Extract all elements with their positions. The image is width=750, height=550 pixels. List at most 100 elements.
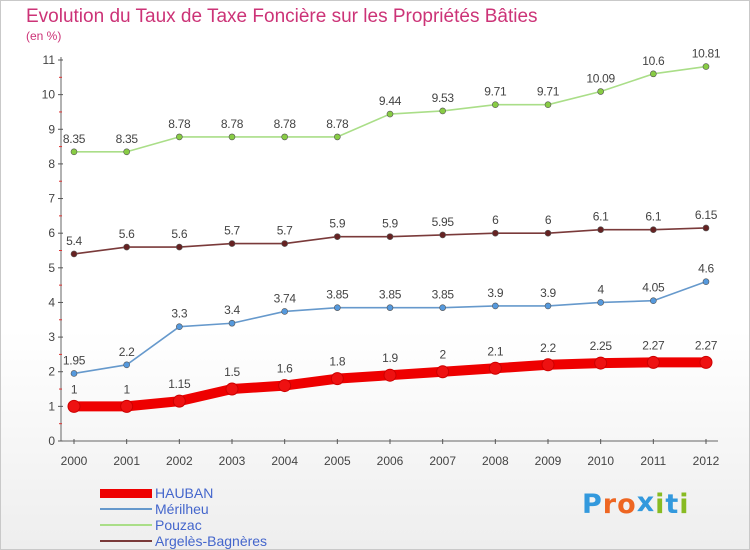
data-label: 4.05 xyxy=(642,281,665,295)
data-point xyxy=(281,240,288,247)
data-point xyxy=(650,226,657,234)
data-label: 3.74 xyxy=(274,291,297,305)
data-label: 5.95 xyxy=(432,215,455,229)
legend-swatch xyxy=(100,540,152,542)
data-label: 10.81 xyxy=(692,47,721,61)
data-point xyxy=(439,304,446,311)
data-point xyxy=(228,319,236,327)
data-label: 5.4 xyxy=(66,234,82,248)
data-label: 5.9 xyxy=(329,217,345,231)
data-label: 5.6 xyxy=(119,227,135,241)
data-label: 8.78 xyxy=(274,117,297,131)
x-tick-label: 2009 xyxy=(535,454,562,468)
data-point xyxy=(439,107,446,115)
legend-swatch xyxy=(100,489,152,498)
data-point xyxy=(123,148,130,156)
data-label: 10.09 xyxy=(586,72,615,86)
data-label: 2.1 xyxy=(487,344,503,358)
legend-label: Mérilheu xyxy=(155,501,209,517)
series-pouzac: 8.35 8.35 8.78 8.78 8.78 8.78 9.44 9.53 9.71 9.71… xyxy=(63,47,721,156)
y-tick-label: 10 xyxy=(42,88,56,102)
data-label: 1 xyxy=(71,382,78,396)
legend-swatch xyxy=(100,524,152,526)
data-point xyxy=(228,133,236,141)
x-tick-label: 2003 xyxy=(219,454,246,468)
data-label: 1.15 xyxy=(168,377,191,391)
x-tick-label: 2007 xyxy=(429,454,456,468)
chart-title: Evolution du Taux de Taxe Foncière sur l… xyxy=(26,6,538,27)
logo-letter: i xyxy=(655,489,666,520)
data-point xyxy=(281,308,288,315)
data-label: 2.2 xyxy=(540,341,556,355)
data-label: 3.85 xyxy=(379,288,402,302)
data-label: 4 xyxy=(597,282,604,296)
data-point xyxy=(646,355,660,369)
data-point xyxy=(439,231,446,239)
data-label: 5.6 xyxy=(171,227,187,241)
data-point xyxy=(597,226,604,234)
logo-letter: t xyxy=(665,489,680,520)
logo-letter: i xyxy=(679,489,690,520)
data-point xyxy=(436,365,450,379)
data-point xyxy=(597,88,604,95)
data-label: 4.6 xyxy=(698,262,714,276)
data-point xyxy=(544,101,552,108)
data-label: 6 xyxy=(545,213,552,227)
data-label: 8.35 xyxy=(116,132,139,146)
x-tick-label: 2006 xyxy=(377,454,404,468)
data-point xyxy=(386,304,394,311)
data-label: 1.5 xyxy=(224,365,240,379)
data-point xyxy=(544,229,552,237)
y-tick-label: 7 xyxy=(48,192,55,206)
data-point xyxy=(176,133,183,141)
data-label: 5.7 xyxy=(277,224,293,238)
proxiti-logo: Proxiti xyxy=(582,487,690,520)
data-label: 2.27 xyxy=(695,338,718,352)
x-tick-label: 2008 xyxy=(482,454,509,468)
data-point xyxy=(650,70,657,78)
data-point xyxy=(702,63,710,70)
data-label: 8.78 xyxy=(168,117,191,131)
data-point xyxy=(544,302,552,310)
x-tick-label: 2011 xyxy=(640,454,666,468)
x-tick-label: 2004 xyxy=(271,454,298,468)
data-point xyxy=(492,229,499,237)
series-m-rilheu: 1.95 2.2 3.3 3.4 3.74 3.85 3.85 3.85 3.9 3.9 4 4.05… xyxy=(63,262,715,377)
x-tick-label: 2002 xyxy=(166,454,193,468)
data-point xyxy=(278,379,292,393)
legend-label: HAUBAN xyxy=(155,485,214,501)
data-label: 2.27 xyxy=(642,338,665,352)
data-point xyxy=(281,133,288,141)
data-point xyxy=(383,368,397,382)
legend-swatch xyxy=(100,508,152,510)
data-point xyxy=(67,399,81,413)
data-label: 1.6 xyxy=(277,362,293,376)
x-tick-label: 2012 xyxy=(693,454,720,468)
data-label: 6.1 xyxy=(645,210,661,224)
data-point xyxy=(70,148,78,156)
data-label: 1.8 xyxy=(329,355,345,369)
data-label: 1.95 xyxy=(63,353,86,367)
x-tick-label: 2001 xyxy=(113,454,140,468)
data-label: 5.9 xyxy=(382,217,398,231)
data-point xyxy=(334,233,341,240)
data-point xyxy=(699,355,713,369)
data-point xyxy=(650,297,657,305)
data-point xyxy=(386,110,394,118)
data-label: 3.4 xyxy=(224,303,240,317)
y-tick-label: 1 xyxy=(48,399,55,413)
data-point xyxy=(123,243,130,251)
logo-letter: r xyxy=(602,489,618,520)
data-label: 3.9 xyxy=(487,286,503,300)
data-label: 6.15 xyxy=(695,208,718,222)
y-tick-label: 11 xyxy=(43,53,56,67)
data-label: 9.71 xyxy=(484,85,507,99)
data-point xyxy=(123,361,130,369)
series-line xyxy=(73,227,707,255)
data-point xyxy=(225,382,239,396)
data-label: 3.9 xyxy=(540,286,556,300)
data-label: 1 xyxy=(123,382,130,396)
